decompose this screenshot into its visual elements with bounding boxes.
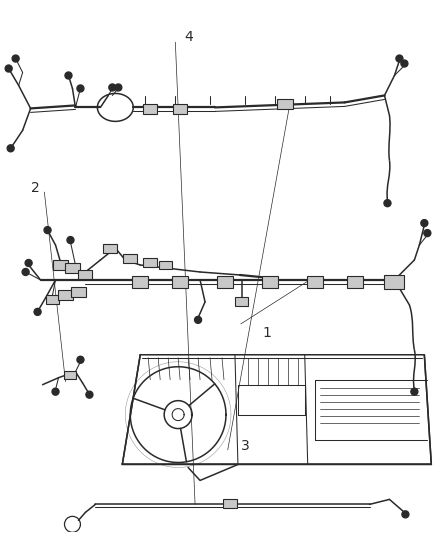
Bar bbox=[46, 295, 59, 304]
Circle shape bbox=[25, 260, 32, 266]
Circle shape bbox=[86, 391, 93, 398]
Bar bbox=[217, 276, 233, 288]
Bar bbox=[53, 260, 68, 270]
Circle shape bbox=[384, 200, 391, 207]
Circle shape bbox=[396, 55, 403, 62]
Circle shape bbox=[5, 65, 12, 72]
Bar bbox=[143, 257, 157, 266]
Text: 4: 4 bbox=[184, 30, 193, 44]
Bar bbox=[172, 276, 188, 288]
Circle shape bbox=[12, 55, 19, 62]
Text: 2: 2 bbox=[31, 181, 40, 195]
Circle shape bbox=[67, 237, 74, 244]
Circle shape bbox=[52, 388, 59, 395]
Bar bbox=[103, 244, 117, 253]
Bar bbox=[223, 499, 237, 508]
Bar bbox=[58, 290, 73, 300]
Circle shape bbox=[7, 145, 14, 152]
Bar bbox=[64, 371, 77, 379]
Bar bbox=[346, 276, 363, 288]
Bar bbox=[78, 270, 92, 279]
Text: 1: 1 bbox=[263, 326, 272, 340]
Bar bbox=[262, 276, 278, 288]
Circle shape bbox=[34, 309, 41, 316]
Bar bbox=[236, 297, 248, 306]
Circle shape bbox=[402, 511, 409, 518]
Circle shape bbox=[22, 269, 29, 276]
Circle shape bbox=[194, 317, 201, 324]
Bar bbox=[277, 100, 293, 109]
Circle shape bbox=[401, 60, 408, 67]
Bar bbox=[132, 276, 148, 288]
Bar bbox=[159, 261, 172, 270]
Bar bbox=[143, 104, 157, 115]
Circle shape bbox=[421, 220, 428, 227]
Circle shape bbox=[44, 227, 51, 233]
Circle shape bbox=[109, 84, 116, 91]
Bar bbox=[124, 254, 137, 263]
Bar bbox=[71, 287, 86, 297]
Circle shape bbox=[411, 388, 418, 395]
Circle shape bbox=[77, 356, 84, 364]
Bar bbox=[307, 276, 323, 288]
Circle shape bbox=[115, 84, 122, 91]
Circle shape bbox=[77, 85, 84, 92]
Bar bbox=[173, 104, 187, 115]
Bar bbox=[385, 275, 404, 289]
Circle shape bbox=[424, 230, 431, 237]
Circle shape bbox=[65, 72, 72, 79]
Bar bbox=[65, 263, 80, 273]
Text: 3: 3 bbox=[241, 439, 250, 453]
